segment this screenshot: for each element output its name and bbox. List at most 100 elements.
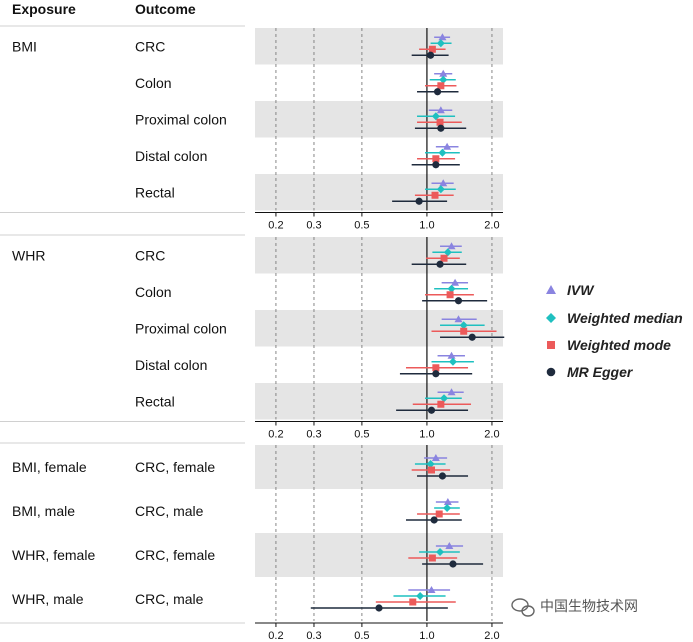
legend-marker-weighted-median (546, 313, 556, 323)
exposure-header: Exposure (12, 1, 76, 17)
point-ivw (427, 586, 436, 593)
watermark-text: 中国生物技术网 (540, 598, 638, 614)
legend-label: IVW (567, 282, 595, 298)
point-weighted-mode (428, 45, 436, 53)
outcome-label: CRC, female (135, 547, 215, 563)
x-tick-label: 1.0 (419, 220, 434, 232)
forest-marks (310, 33, 505, 612)
exposure-label: WHR (12, 247, 45, 263)
point-weighted-median (416, 592, 425, 600)
row-band (255, 28, 503, 65)
point-weighted-median (436, 548, 445, 556)
legend-marker-weighted-mode (547, 341, 555, 349)
outcome-header: Outcome (135, 1, 196, 17)
outcome-label: Colon (135, 284, 172, 300)
x-tick-label: 0.5 (354, 220, 369, 232)
point-ivw (447, 242, 456, 250)
point-mr-egger (454, 297, 463, 305)
exposure-label: BMI, female (12, 459, 87, 475)
point-ivw (438, 33, 447, 41)
point-weighted-mode (432, 364, 440, 372)
point-ivw (454, 315, 463, 323)
point-weighted-mode (431, 191, 439, 199)
point-weighted-median (459, 321, 468, 330)
point-ivw (439, 179, 448, 187)
point-weighted-mode (440, 254, 448, 262)
row-bands (255, 28, 503, 577)
point-weighted-mode (446, 291, 454, 299)
point-weighted-median (436, 39, 445, 48)
wechat-logo-icon (511, 598, 535, 617)
point-weighted-median (447, 284, 456, 293)
x-tick-label: 0.5 (354, 630, 369, 642)
row-band (255, 533, 503, 577)
point-weighted-mode (409, 598, 417, 606)
row-band (255, 445, 503, 489)
outcome-label: Distal colon (135, 357, 207, 373)
outcome-label: CRC, male (135, 591, 204, 607)
point-weighted-median (438, 148, 447, 157)
point-mr-egger (468, 333, 476, 341)
point-weighted-median (436, 185, 445, 194)
legend-label: Weighted median (567, 310, 683, 326)
outcome-label: Distal colon (135, 148, 207, 164)
outcome-label: Proximal colon (135, 111, 227, 127)
x-axes: 0.2 0.3 0.5 1.0 2.0 0.2 0.3 0.5 1.0 2.0 0.2 0.3 0.5 1… (0, 25, 503, 642)
point-weighted-mode (428, 554, 436, 562)
point-mr-egger (427, 406, 436, 414)
x-tick-label: 2.0 (484, 429, 499, 441)
point-weighted-mode (436, 118, 444, 126)
x-tick-label: 2.0 (484, 630, 499, 642)
point-mr-egger (449, 560, 457, 568)
point-weighted-mode (437, 400, 445, 408)
legend-label: MR Egger (567, 364, 634, 380)
point-ivw (431, 454, 440, 461)
x-tick-label: 0.5 (354, 429, 369, 441)
point-ivw (439, 69, 448, 77)
point-ivw (447, 388, 456, 396)
point-mr-egger (437, 124, 445, 132)
point-weighted-median (440, 394, 449, 403)
point-weighted-mode (432, 155, 440, 163)
point-ivw (451, 278, 460, 286)
x-tick-label: 0.3 (306, 429, 321, 441)
point-weighted-median (431, 112, 440, 121)
point-ivw (436, 106, 445, 114)
point-mr-egger (427, 51, 435, 59)
outcome-label: CRC (135, 247, 165, 263)
exposure-label: BMI, male (12, 503, 75, 519)
point-weighted-median (439, 75, 448, 84)
row-band (255, 237, 503, 274)
point-ivw (443, 142, 452, 150)
point-mr-egger (438, 472, 447, 480)
x-tick-label: 2.0 (484, 220, 499, 232)
point-weighted-median (443, 504, 452, 512)
x-tick-label: 1.0 (419, 429, 434, 441)
point-weighted-median (426, 460, 435, 468)
row-labels: BMI CRC Colon Proximal colon Distal colon Rec… (12, 38, 227, 607)
point-weighted-mode (435, 510, 443, 518)
outcome-label: Rectal (135, 393, 175, 409)
x-tick-label: 0.3 (306, 220, 321, 232)
gridlines (275, 28, 493, 621)
point-mr-egger (432, 370, 440, 378)
point-weighted-median (443, 248, 452, 257)
exposure-label: WHR, male (12, 591, 84, 607)
point-weighted-median (448, 357, 457, 366)
point-mr-egger (415, 197, 423, 205)
point-weighted-mode (428, 466, 436, 474)
x-tick-label: 0.3 (306, 630, 321, 642)
x-tick-label: 0.2 (268, 630, 283, 642)
x-tick-label: 0.2 (268, 220, 283, 232)
legend-marker-mr-egger (546, 367, 556, 377)
watermark: 中国生物技术网 (511, 598, 638, 617)
outcome-label: Proximal colon (135, 320, 227, 336)
point-mr-egger (432, 161, 440, 169)
point-ivw (443, 498, 452, 505)
row-band (255, 174, 503, 211)
point-mr-egger (375, 604, 383, 612)
outcome-label: CRC (135, 38, 165, 54)
point-weighted-mode (437, 82, 445, 90)
row-band (255, 101, 503, 138)
outcome-label: CRC, female (135, 459, 215, 475)
